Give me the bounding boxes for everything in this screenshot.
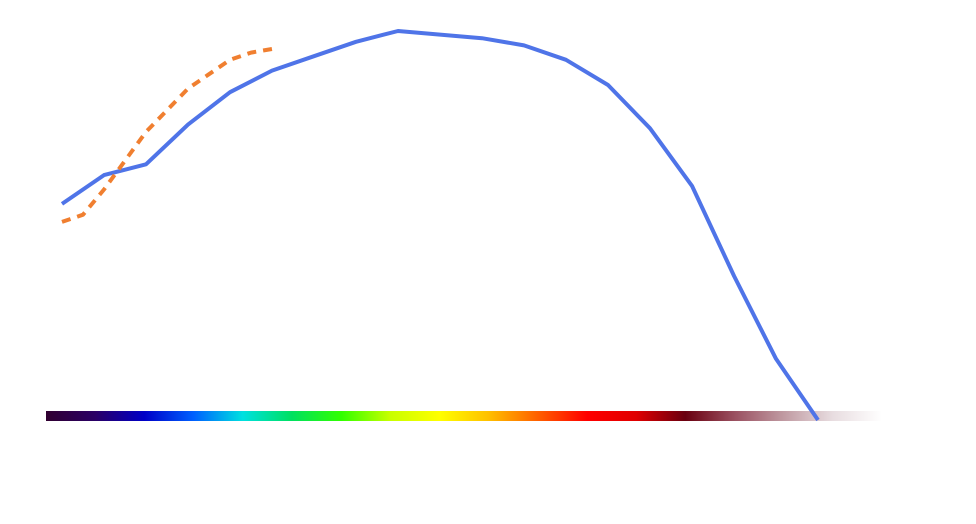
series-line-1 — [60, 29, 820, 422]
series-line-2 — [61, 47, 273, 224]
colorbar — [46, 411, 882, 421]
series-layer — [60, 29, 820, 422]
